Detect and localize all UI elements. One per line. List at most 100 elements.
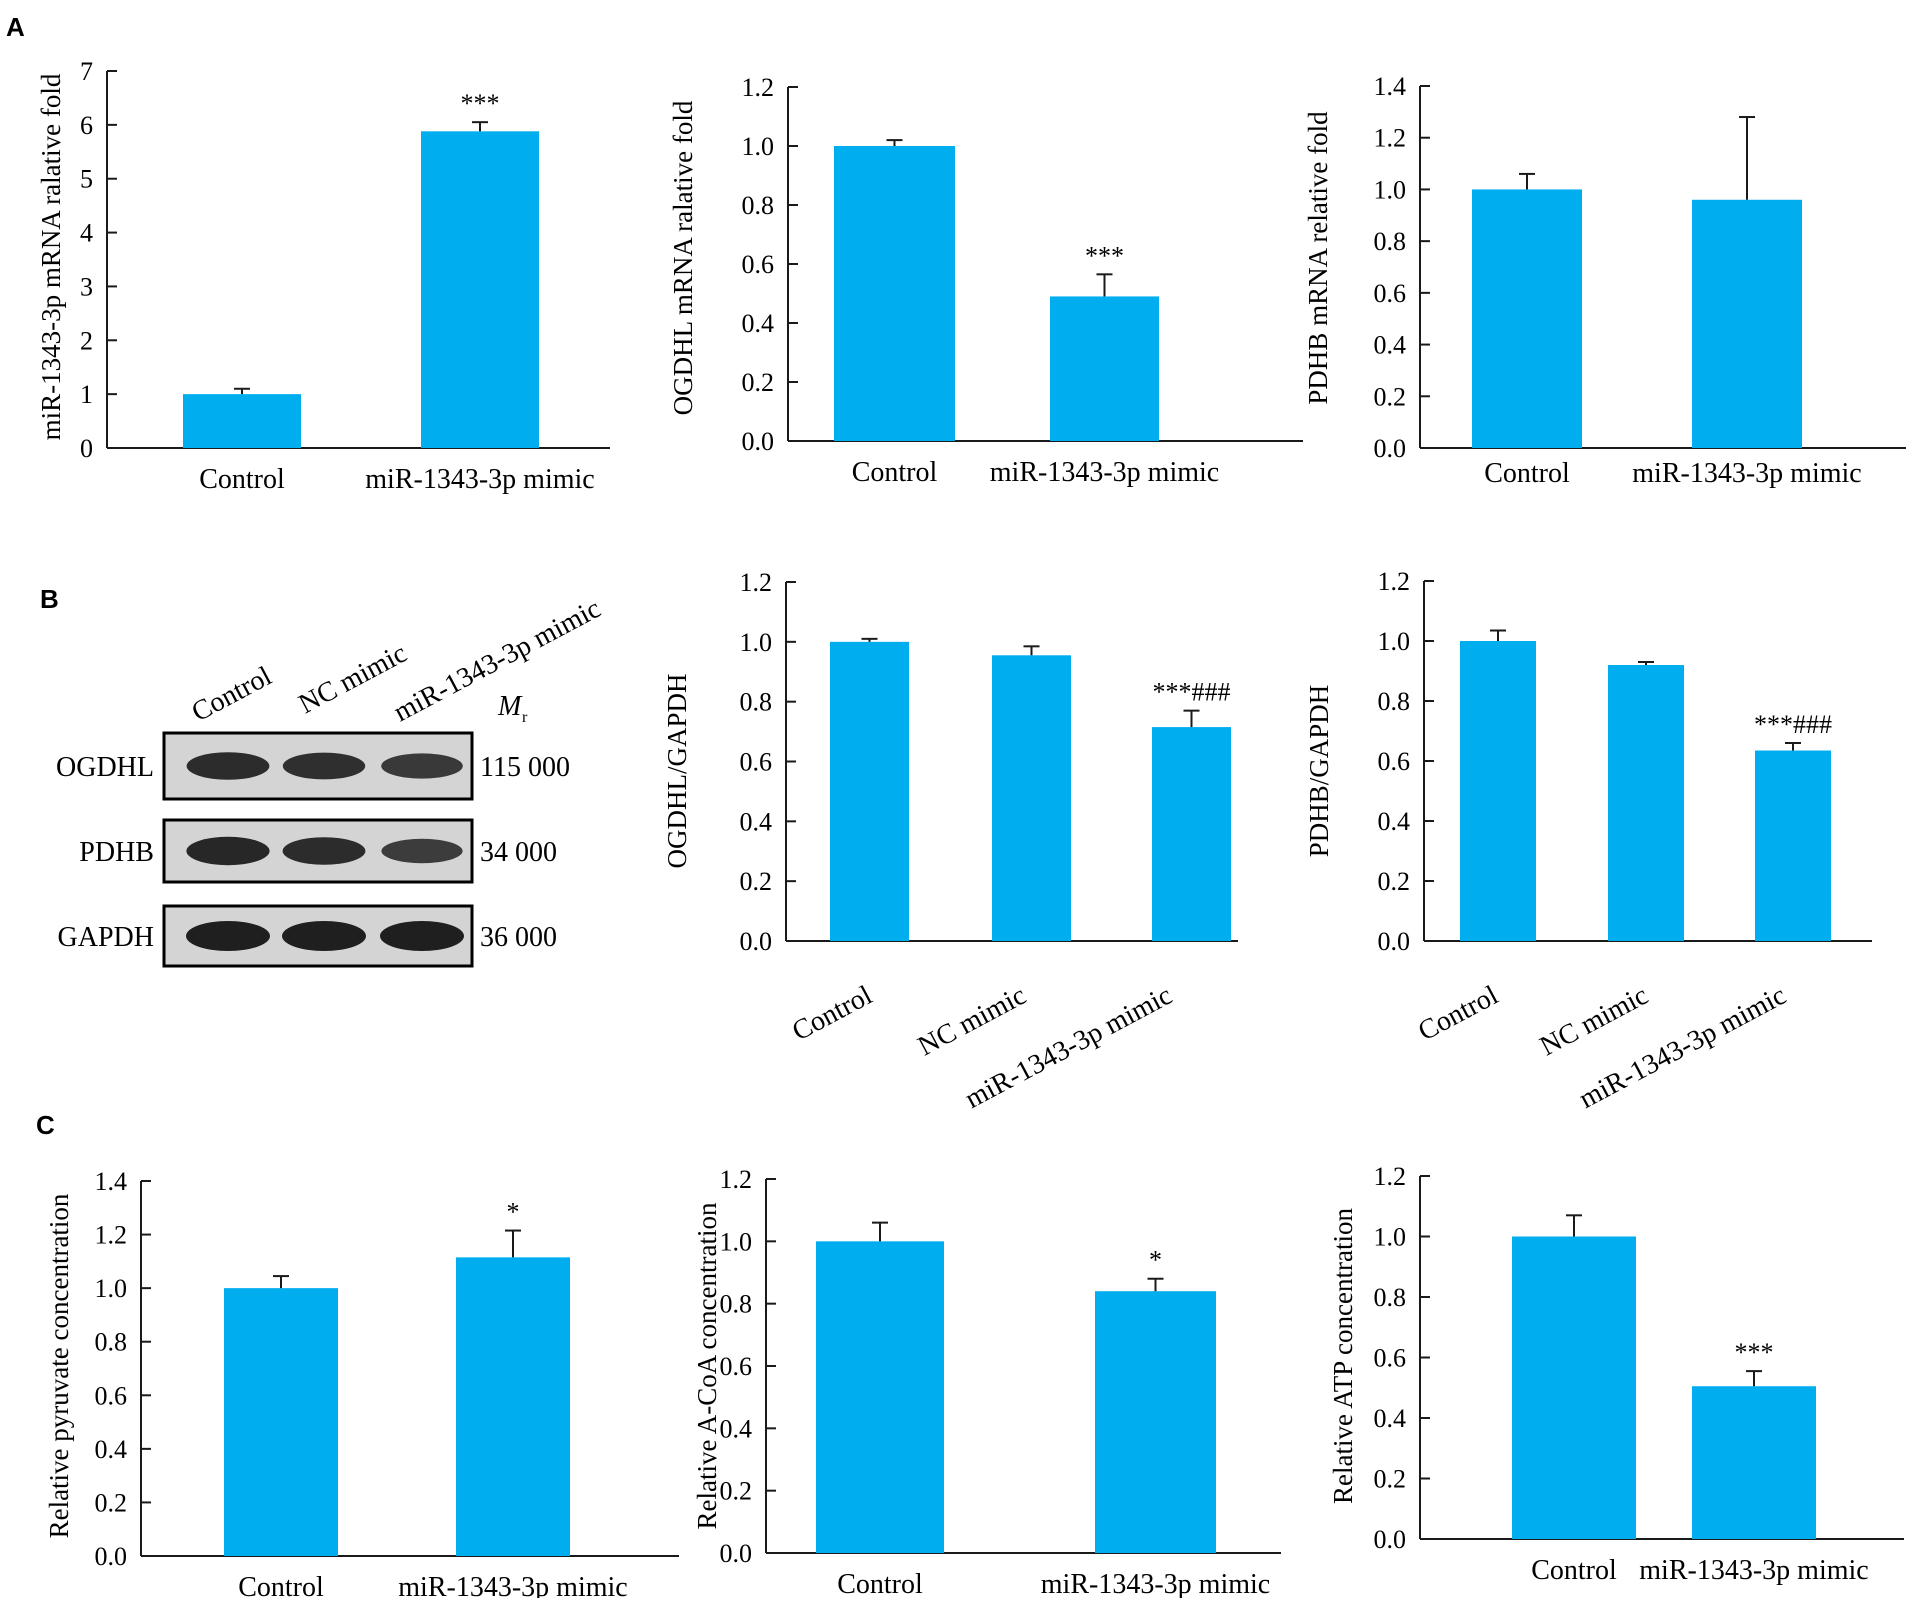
y-axis-title: PDHB mRNA relative fold	[1303, 111, 1333, 405]
y-tick-label: 1.2	[742, 73, 775, 102]
y-tick-label: 0.2	[95, 1488, 128, 1517]
blot-band	[380, 921, 464, 951]
blot-band	[381, 753, 463, 779]
y-axis-title: Relative pyruvate concentration	[44, 1193, 74, 1538]
y-tick-label: 1	[80, 380, 93, 409]
x-category-label: Control	[238, 1572, 324, 1598]
bar-mir-1343-3p-mimic	[1692, 199, 1802, 448]
y-tick-label: 1.4	[95, 1167, 128, 1196]
bar-mir-1343-3p-mimic	[1755, 750, 1831, 941]
blot-mass-label: 34 000	[480, 837, 557, 868]
y-tick-label: 1.2	[720, 1165, 753, 1194]
x-category-label: Control	[1531, 1555, 1617, 1586]
y-tick-label: 0.6	[1374, 1344, 1407, 1373]
chart-b1: 0.0 0.2 0.4 0.6 0.8 1.0 1.2 OGDHL/GAPDH Control N…	[662, 568, 1238, 1115]
y-tick-label: 0.0	[740, 927, 773, 956]
y-tick-label: 1.0	[1374, 1223, 1407, 1252]
y-tick-label: 0.8	[95, 1328, 128, 1357]
y-tick-label: 1.2	[1374, 124, 1407, 153]
y-tick-label: 0.4	[95, 1435, 128, 1464]
bar-mir-1343-3p-mimic	[1692, 1386, 1816, 1539]
blot-band	[282, 921, 366, 951]
x-category-label: miR-1343-3p mimic	[1041, 1569, 1270, 1598]
x-category-label: miR-1343-3p mimic	[398, 1572, 627, 1598]
y-tick-label: 4	[80, 219, 93, 248]
y-tick-label: 0.0	[1374, 434, 1407, 463]
bar-nc-mimic	[1608, 665, 1684, 941]
x-category-label: miR-1343-3p mimic	[990, 457, 1219, 488]
bar-charts: 0 1 2 3 4 5 6 7 miR-1343-3p mRNA ralative fold Co…	[36, 57, 1906, 1598]
significance-mark: ***	[1735, 1338, 1774, 1367]
bar-control	[816, 1241, 944, 1553]
significance-mark: ***###	[1153, 678, 1231, 707]
y-tick-label: 0.6	[95, 1381, 128, 1410]
x-category-label: NC mimic	[1535, 980, 1653, 1063]
y-axis-title: OGDHL/GAPDH	[662, 674, 692, 869]
y-tick-label: 0.2	[742, 368, 775, 397]
y-axis-title: PDHB/GAPDH	[1304, 685, 1334, 858]
mr-subscript: r	[522, 709, 528, 726]
blot-band	[381, 838, 463, 864]
y-tick-label: 0.0	[742, 427, 775, 456]
y-tick-label: 1.0	[740, 628, 773, 657]
x-category-label: miR-1343-3p mimic	[1632, 458, 1861, 489]
y-tick-label: 0.0	[1374, 1525, 1407, 1554]
y-tick-label: 1.0	[720, 1227, 753, 1256]
blot-protein-label: OGDHL	[56, 752, 154, 783]
bar-control	[1512, 1236, 1636, 1539]
y-tick-label: 6	[80, 111, 93, 140]
y-tick-label: 5	[80, 165, 93, 194]
bar-control	[224, 1288, 338, 1556]
chart-c3: 0.0 0.2 0.4 0.6 0.8 1.0 1.2 Relative ATP concen…	[1328, 1162, 1904, 1586]
bar-mir-1343-3p-mimic	[421, 131, 539, 448]
y-tick-label: 0.4	[742, 309, 775, 338]
y-tick-label: 1.2	[1374, 1162, 1407, 1191]
bar-mir-1343-3p-mimic	[456, 1257, 570, 1556]
y-tick-label: 0.8	[740, 688, 773, 717]
chart-c2: 0.0 0.2 0.4 0.6 0.8 1.0 1.2 Relative A-CoA conc…	[692, 1165, 1281, 1598]
blot-band	[186, 921, 270, 951]
y-tick-label: 0.8	[742, 191, 775, 220]
panel-letter-b: B	[40, 584, 59, 614]
bar-control	[1472, 189, 1582, 448]
y-tick-label: 1.0	[95, 1274, 128, 1303]
y-tick-label: 0.8	[1374, 1283, 1407, 1312]
y-axis-title: miR-1343-3p mRNA ralative fold	[36, 73, 66, 440]
blot-band	[282, 752, 366, 780]
y-tick-label: 0.8	[1378, 687, 1411, 716]
y-tick-label: 0.2	[1374, 1465, 1407, 1494]
y-tick-label: 0.0	[1378, 927, 1411, 956]
significance-mark: *	[1149, 1246, 1162, 1275]
y-tick-label: 1.2	[740, 568, 773, 597]
chart-b2: 0.0 0.2 0.4 0.6 0.8 1.0 1.2 PDHB/GAPDH Control NC…	[1304, 567, 1872, 1115]
chart-c1: 0.0 0.2 0.4 0.6 0.8 1.0 1.2 1.4 Relative pyruvat…	[44, 1167, 679, 1598]
y-axis-title: Relative A-CoA concentration	[692, 1202, 722, 1529]
y-tick-label: 0.4	[1378, 807, 1411, 836]
mr-label: M	[497, 691, 523, 722]
chart-a3: 0.0 0.2 0.4 0.6 0.8 1.0 1.2 1.4 PDHB mRNA relati…	[1303, 72, 1906, 489]
y-tick-label: 1.0	[1374, 175, 1407, 204]
y-tick-label: 0	[80, 434, 93, 463]
x-category-label: Control	[852, 457, 938, 488]
y-tick-label: 1.0	[742, 132, 775, 161]
y-tick-label: 0.6	[1378, 747, 1411, 776]
y-tick-label: 0.2	[1378, 867, 1411, 896]
y-tick-label: 1.0	[1378, 627, 1411, 656]
y-tick-label: 1.2	[95, 1221, 128, 1250]
y-tick-label: 1.2	[1378, 567, 1411, 596]
x-category-label: Control	[1484, 458, 1570, 489]
y-tick-label: 0.2	[1374, 382, 1407, 411]
y-tick-label: 0.2	[720, 1477, 753, 1506]
y-tick-label: 0.4	[720, 1414, 753, 1443]
y-tick-label: 7	[80, 57, 93, 86]
blot-band	[186, 752, 270, 780]
y-tick-label: 1.4	[1374, 72, 1407, 101]
x-category-label: Control	[199, 464, 285, 495]
y-tick-label: 0.6	[1374, 279, 1407, 308]
y-tick-label: 0.2	[740, 867, 773, 896]
x-category-label: miR-1343-3p mimic	[1639, 1555, 1868, 1586]
bar-mir-1343-3p-mimic	[1152, 727, 1231, 941]
chart-a1: 0 1 2 3 4 5 6 7 miR-1343-3p mRNA ralative fold Co…	[36, 57, 610, 495]
